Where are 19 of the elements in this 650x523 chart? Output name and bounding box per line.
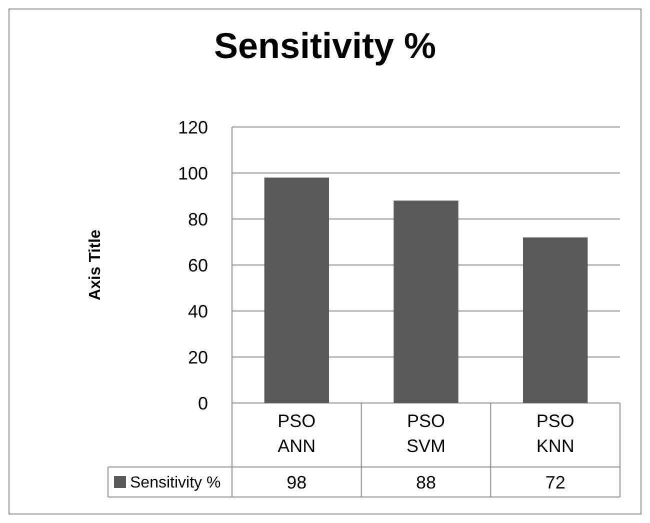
y-tick-label: 120 (178, 117, 208, 138)
legend-label: Sensitivity % (130, 474, 221, 492)
y-tick-label: 20 (188, 347, 208, 368)
data-label: 72 (545, 472, 566, 492)
y-tick-label: 80 (188, 209, 208, 230)
bar (394, 200, 458, 403)
y-tick-label: 60 (188, 255, 208, 276)
data-label: 88 (416, 472, 436, 492)
bar (264, 178, 329, 403)
y-tick-label: 0 (198, 393, 208, 414)
x-tick-label: PSO KNN (536, 411, 574, 456)
y-axis-title: Axis Title (87, 229, 104, 300)
data-label: 98 (286, 472, 307, 492)
y-tick-label: 40 (188, 301, 208, 322)
bar (523, 237, 588, 403)
x-tick-label: PSO ANN (278, 411, 316, 456)
x-tick-label: PSO SVM (406, 411, 446, 456)
chart-title: Sensitivity % (214, 25, 436, 66)
y-tick-label: 100 (178, 163, 208, 184)
